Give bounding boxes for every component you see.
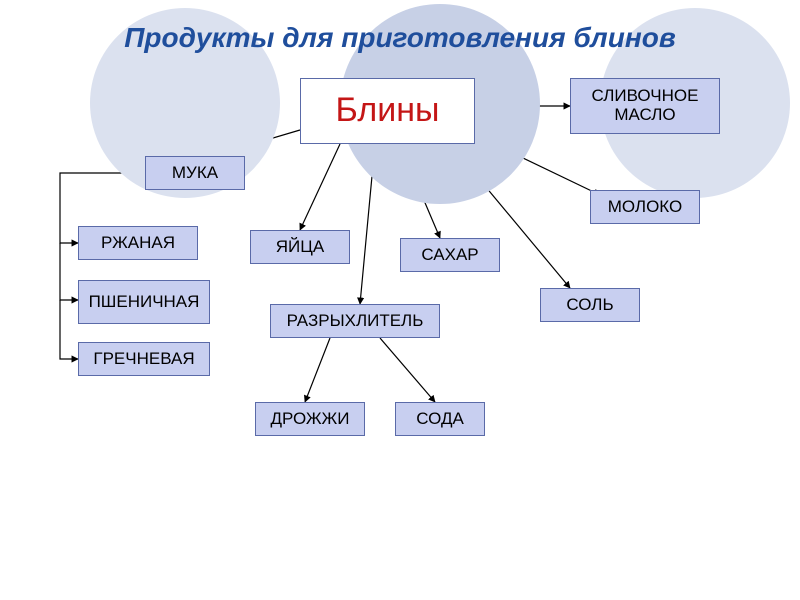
edge [300, 144, 340, 230]
node-salt: СОЛЬ [540, 288, 640, 322]
edge [60, 243, 78, 300]
node-soda: СОДА [395, 402, 485, 436]
node-flour: МУКА [145, 156, 245, 190]
node-milk: МОЛОКО [590, 190, 700, 224]
node-root: Блины [300, 78, 475, 144]
node-butter: СЛИВОЧНОЕ МАСЛО [570, 78, 720, 134]
node-leaven: РАЗРЫХЛИТЕЛЬ [270, 304, 440, 338]
edge [60, 300, 78, 359]
node-eggs: ЯЙЦА [250, 230, 350, 264]
node-wheat: ПШЕНИЧНАЯ [78, 280, 210, 324]
diagram-canvas: Продукты для приготовления блинов Блины СЛ… [0, 0, 800, 600]
edge [305, 338, 330, 402]
edge [380, 338, 435, 402]
node-sugar: САХАР [400, 238, 500, 272]
diagram-title: Продукты для приготовления блинов [0, 22, 800, 54]
node-yeast: ДРОЖЖИ [255, 402, 365, 436]
node-buck: ГРЕЧНЕВАЯ [78, 342, 210, 376]
node-rye: РЖАНАЯ [78, 226, 198, 260]
